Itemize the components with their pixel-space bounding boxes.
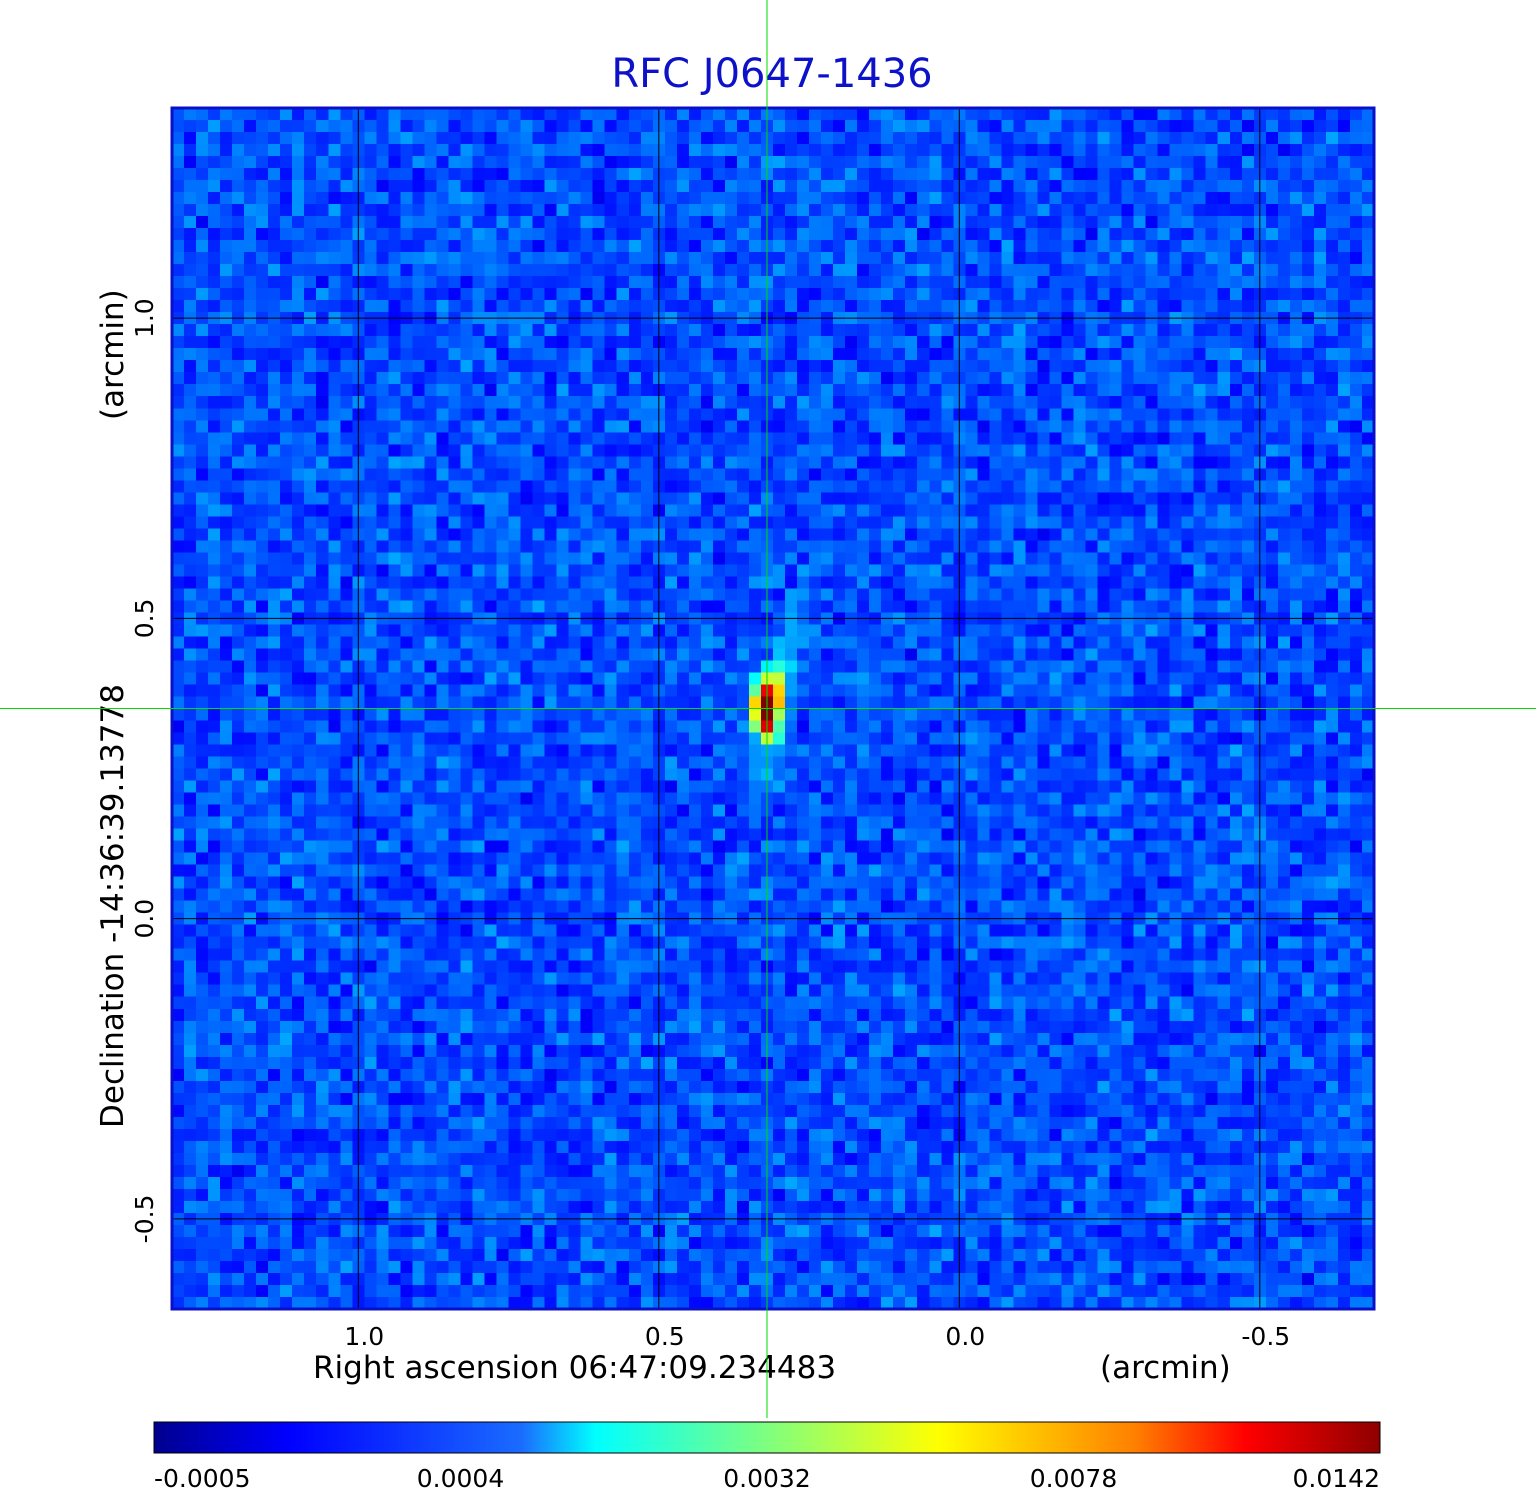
colorbar-tick-label: 0.0078 <box>1030 1464 1117 1493</box>
colorbar-gradient <box>153 1421 1381 1454</box>
x-tick-label: -0.5 <box>1241 1322 1290 1351</box>
source-crosshair <box>0 0 1536 1418</box>
y-tick-label: -0.5 <box>130 1195 159 1244</box>
y-axis-label: Declination -14:36:39.13778 <box>95 684 131 1128</box>
y-tick-label: 0.0 <box>130 899 159 939</box>
colorbar-tick-label: 0.0142 <box>1293 1464 1380 1493</box>
y-axis-unit: (arcmin) <box>95 289 131 420</box>
y-tick-label: 0.5 <box>130 599 159 639</box>
y-tick-label: 1.0 <box>130 298 159 338</box>
x-axis-unit: (arcmin) <box>1100 1350 1231 1386</box>
x-tick-label: 1.0 <box>344 1322 384 1351</box>
colorbar-tick-label: -0.0005 <box>154 1464 251 1493</box>
chart-title: RFC J0647-1436 <box>611 51 932 97</box>
x-tick-label: 0.0 <box>945 1322 985 1351</box>
colorbar: -0.0005 0.0004 0.0032 0.0078 0.0142 <box>153 1421 1381 1493</box>
colorbar-ticks: -0.0005 0.0004 0.0032 0.0078 0.0142 <box>154 1464 1380 1493</box>
x-axis-label: Right ascension 06:47:09.234483 <box>313 1350 836 1386</box>
colorbar-tick-label: 0.0004 <box>417 1464 504 1493</box>
axis-ticks: 1.0 0.5 0.0 -0.5 1.0 0.5 0.0 -0.5 <box>130 298 1290 1351</box>
colorbar-tick-label: 0.0032 <box>723 1464 810 1493</box>
x-tick-label: 0.5 <box>645 1322 685 1351</box>
